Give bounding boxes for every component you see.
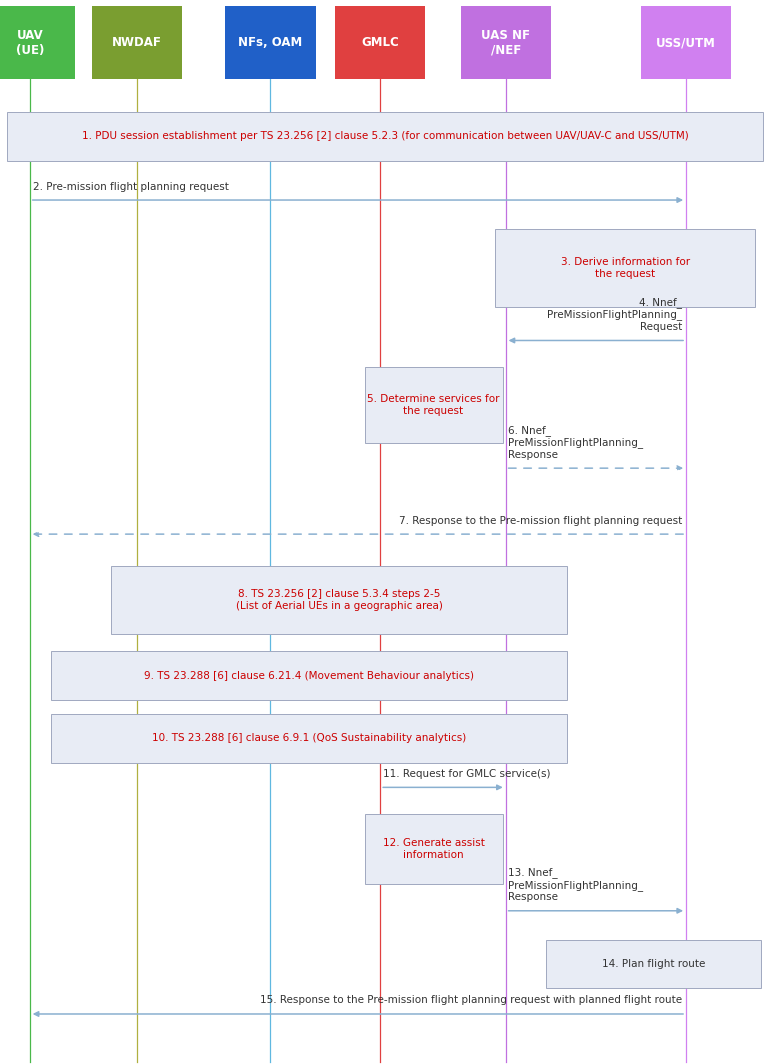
Text: 10. TS 23.288 [6] clause 6.9.1 (QoS Sustainability analytics): 10. TS 23.288 [6] clause 6.9.1 (QoS Sust… (152, 733, 466, 744)
FancyBboxPatch shape (546, 940, 761, 988)
Text: 13. Nnef_
PreMissionFlightPlanning_
Response: 13. Nnef_ PreMissionFlightPlanning_ Resp… (508, 867, 643, 902)
FancyBboxPatch shape (365, 814, 503, 884)
Text: 6. Nnef_
PreMissionFlightPlanning_
Response: 6. Nnef_ PreMissionFlightPlanning_ Respo… (508, 425, 643, 460)
Text: 11. Request for GMLC service(s): 11. Request for GMLC service(s) (383, 769, 550, 779)
Text: 12. Generate assist
information: 12. Generate assist information (383, 838, 485, 860)
FancyBboxPatch shape (641, 6, 731, 79)
Text: 14. Plan flight route: 14. Plan flight route (602, 959, 706, 969)
Text: 8. TS 23.256 [2] clause 5.3.4 steps 2-5
(List of Aerial UEs in a geographic area: 8. TS 23.256 [2] clause 5.3.4 steps 2-5 … (236, 589, 442, 611)
Text: 7. Response to the Pre-mission flight planning request: 7. Response to the Pre-mission flight pl… (399, 516, 682, 526)
FancyBboxPatch shape (51, 714, 567, 763)
Text: 2. Pre-mission flight planning request: 2. Pre-mission flight planning request (33, 182, 229, 192)
Text: NWDAF: NWDAF (112, 36, 162, 49)
Text: NFs, OAM: NFs, OAM (238, 36, 303, 49)
Text: 5. Determine services for
the request: 5. Determine services for the request (367, 394, 500, 416)
Text: 1. PDU session establishment per TS 23.256 [2] clause 5.2.3 (for communication b: 1. PDU session establishment per TS 23.2… (82, 131, 688, 142)
FancyBboxPatch shape (51, 651, 567, 700)
Text: USS/UTM: USS/UTM (656, 36, 716, 49)
FancyBboxPatch shape (461, 6, 550, 79)
FancyBboxPatch shape (495, 229, 755, 307)
FancyBboxPatch shape (225, 6, 315, 79)
FancyBboxPatch shape (335, 6, 425, 79)
Text: 15. Response to the Pre-mission flight planning request with planned flight rout: 15. Response to the Pre-mission flight p… (260, 996, 682, 1005)
Text: UAV
(UE): UAV (UE) (16, 29, 44, 56)
FancyBboxPatch shape (365, 367, 503, 443)
FancyBboxPatch shape (0, 6, 74, 79)
Text: 9. TS 23.288 [6] clause 6.21.4 (Movement Behaviour analytics): 9. TS 23.288 [6] clause 6.21.4 (Movement… (144, 670, 474, 681)
FancyBboxPatch shape (7, 112, 763, 161)
FancyBboxPatch shape (111, 566, 567, 634)
FancyBboxPatch shape (92, 6, 182, 79)
Text: GMLC: GMLC (361, 36, 399, 49)
Text: UAS NF
/NEF: UAS NF /NEF (481, 29, 530, 56)
Text: 3. Derive information for
the request: 3. Derive information for the request (561, 257, 690, 279)
Text: 4. Nnef_
PreMissionFlightPlanning_
Request: 4. Nnef_ PreMissionFlightPlanning_ Reque… (547, 297, 682, 332)
